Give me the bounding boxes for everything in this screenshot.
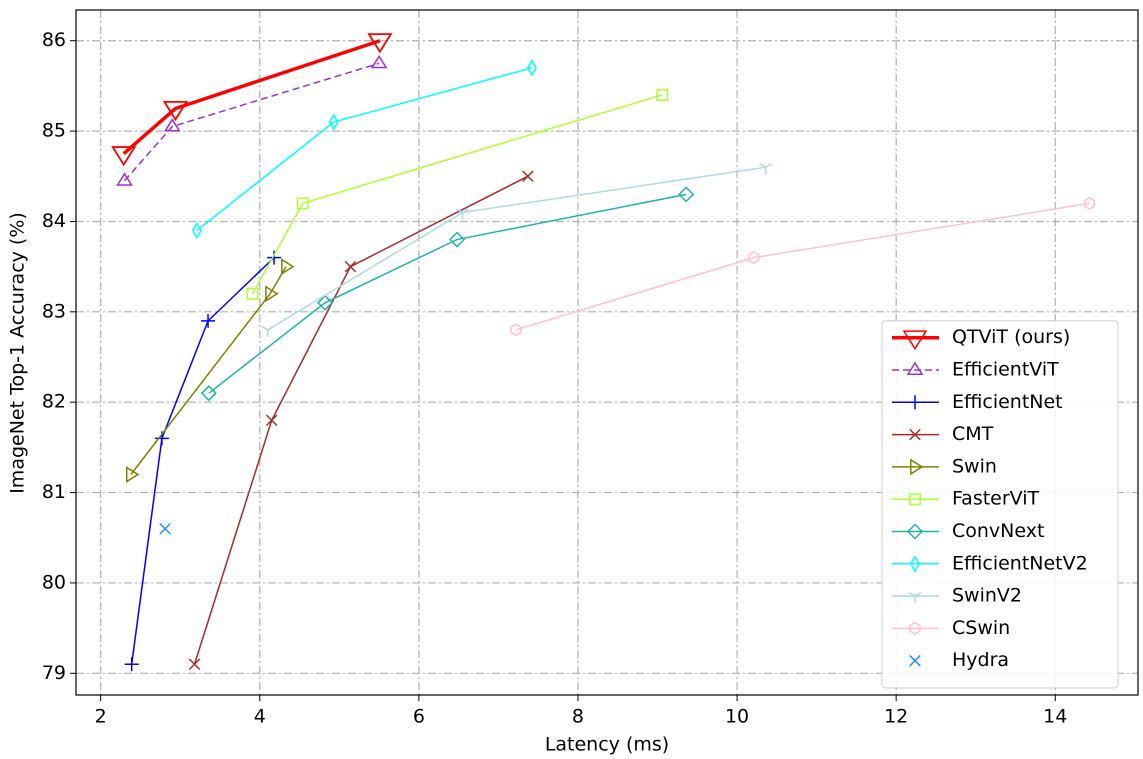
legend-marker [909,555,921,573]
series-line [122,39,381,156]
y-tick-label: 80 [42,571,66,593]
data-point [159,522,171,535]
plot-frame [75,9,1139,696]
data-point [265,285,279,303]
legend-marker [909,621,921,635]
series-line [251,94,663,295]
data-point [163,118,181,132]
x-tick-label: 2 [95,706,107,728]
data-point [125,466,140,483]
data-point [328,113,339,131]
legend-label: EfficientNet [952,391,1063,413]
legend-label: Hydra [952,649,1009,671]
legend-label: CMT [952,423,994,445]
data-point [111,146,137,167]
data-point [191,222,202,239]
data-point [316,294,334,311]
data-point [748,251,760,265]
legend-marker [908,591,922,604]
legend-label: EfficientViT [952,359,1059,381]
y-tick-label: 79 [42,662,66,684]
y-tick-label: 81 [42,481,66,503]
y-tick-label: 83 [42,300,66,322]
data-point [1083,196,1096,210]
data-point [200,385,217,402]
legend-marker [906,523,924,540]
data-point [265,414,278,427]
data-point [448,231,466,248]
legend-label: Swin [952,455,997,477]
legend-label: EfficientNetV2 [952,552,1088,574]
series-line [193,175,529,665]
legend-marker [909,654,921,667]
data-point [261,325,275,337]
legend-label: CSwin [952,617,1010,639]
data-point [522,170,534,183]
data-point [526,59,537,77]
data-point [124,657,139,672]
series-line [123,62,380,182]
x-tick-label: 10 [725,706,749,728]
legend-marker [909,428,921,441]
legend-marker [908,395,922,410]
series-line [208,193,687,394]
legend-box [881,320,1119,689]
data-point [656,88,669,101]
legend-marker [906,361,924,375]
x-tick-label: 14 [1043,706,1067,728]
legend-marker [910,458,924,476]
data-point [188,658,201,671]
y-axis-label: ImageNet Top-1 Accuracy (%) [7,212,29,494]
legend-label: SwinV2 [952,585,1022,607]
data-point [116,172,133,186]
legend: QTViT (ours) EfficientViT EfficientNet CMT S… [881,320,1119,689]
x-tick-label: 4 [254,706,266,728]
y-tick-label: 84 [42,210,66,232]
series-line [196,67,533,232]
series-line [515,202,1090,331]
y-tick-label: 86 [42,29,66,51]
data-point [678,186,695,203]
x-tick-label: 12 [884,706,908,728]
x-tick-label: 6 [413,706,425,728]
y-tick-label: 82 [42,391,66,413]
data-point [162,101,189,122]
data-point [510,323,522,337]
legend-label: FasterViT [952,488,1040,510]
legend-label: ConvNext [952,520,1044,542]
legend-label: QTViT (ours) [952,326,1070,348]
data-point [759,163,773,175]
data-point [281,258,295,276]
data-point [367,33,393,54]
legend-marker [902,330,928,351]
series-line [130,257,275,665]
data-point [201,313,216,328]
series-line [130,266,287,475]
data-point [370,54,388,69]
x-tick-label: 8 [572,706,584,728]
data-point [456,208,470,220]
data-point [246,287,259,300]
legend-marker [909,493,921,506]
data-point [267,250,282,265]
y-tick-label: 85 [42,120,66,142]
data-point [344,260,357,273]
x-axis-label: Latency (ms) [545,734,669,756]
data-point [296,197,309,210]
